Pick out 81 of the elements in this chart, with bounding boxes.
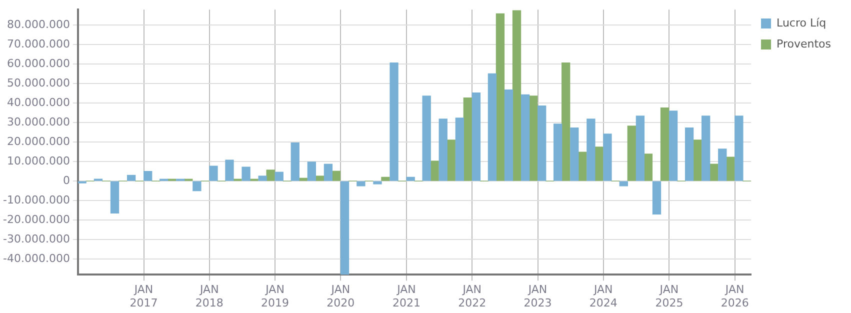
bar: [274, 172, 284, 181]
y-tick-label: 30.000.000: [6, 115, 70, 128]
bar: [463, 98, 472, 181]
bar: [734, 116, 744, 181]
bar: [422, 96, 431, 181]
x-tick-label: JAN 2024: [589, 283, 618, 310]
bar: [356, 181, 366, 186]
x-tick-label: JAN 2019: [261, 283, 290, 310]
bar: [538, 106, 546, 181]
bar: [660, 107, 670, 181]
bar: [586, 118, 596, 181]
bar: [110, 181, 120, 214]
bar: [668, 110, 678, 181]
x-tick-label: JAN 2018: [195, 283, 224, 310]
x-tick-label: JAN 2021: [392, 283, 420, 310]
bar: [406, 176, 415, 181]
bar: [619, 181, 628, 186]
bar: [324, 164, 333, 181]
y-tick-label: 40.000.000: [6, 96, 70, 109]
bar: [390, 62, 398, 181]
bar: [332, 170, 341, 181]
bar: [512, 10, 522, 181]
bar: [644, 154, 653, 181]
bar: [726, 156, 735, 181]
bar: [472, 92, 481, 181]
bar: [554, 124, 562, 181]
bar: [652, 181, 662, 215]
bar: [636, 116, 645, 181]
bar: [192, 181, 202, 192]
x-tick-label: JAN 2017: [130, 283, 158, 310]
y-tick-label: 20.000.000: [6, 134, 70, 148]
bar: [290, 142, 300, 181]
x-tick-label: JAN 2026: [720, 283, 749, 310]
bar: [446, 140, 456, 181]
bar: [144, 171, 152, 181]
bar: [702, 116, 710, 181]
bar: [528, 96, 538, 181]
y-tick-label: -20.000.000: [3, 212, 70, 226]
bar: [496, 13, 505, 181]
bar: [266, 170, 275, 181]
bar: [603, 134, 612, 181]
bar: [340, 181, 350, 275]
bar: [381, 176, 390, 181]
bar: [520, 94, 530, 181]
bar: [504, 90, 514, 181]
bar: [242, 166, 250, 181]
bar: [373, 181, 382, 184]
bar: [488, 73, 497, 181]
y-tick-label: 10.000.000: [6, 154, 70, 168]
y-tick-label: -10.000.000: [3, 193, 70, 206]
x-tick-label: JAN 2020: [326, 283, 355, 310]
bar: [258, 176, 267, 181]
bar: [298, 178, 308, 181]
bar: [225, 160, 234, 181]
bar: [209, 166, 218, 181]
bar: [627, 126, 636, 181]
y-tick-label: 70.000.000: [6, 38, 70, 51]
y-tick-label: 60.000.000: [6, 57, 70, 70]
bar: [710, 164, 718, 181]
bar: [692, 140, 702, 181]
bar: [718, 148, 727, 181]
legend-label: Lucro Líq: [776, 16, 826, 30]
y-tick-label: -30.000.000: [3, 232, 70, 246]
bar: [307, 162, 316, 181]
bar: [126, 174, 136, 181]
legend-label: Proventos: [776, 37, 832, 50]
bar: [315, 176, 324, 181]
bar: [570, 128, 579, 181]
y-tick-label: -40.000.000: [3, 252, 70, 265]
bar: [578, 152, 587, 181]
bar: [455, 118, 464, 181]
x-tick-label: JAN 2023: [524, 283, 552, 310]
y-tick-label: 50.000.000: [6, 76, 70, 90]
x-tick-label: JAN 2025: [655, 283, 684, 310]
bar: [684, 128, 694, 181]
bar: [438, 118, 448, 181]
y-tick-label: 0: [62, 174, 70, 187]
y-tick-label: 80.000.000: [6, 18, 70, 32]
bar: [430, 160, 439, 181]
bar: [562, 62, 570, 181]
x-tick-label: JAN 2022: [458, 283, 486, 310]
